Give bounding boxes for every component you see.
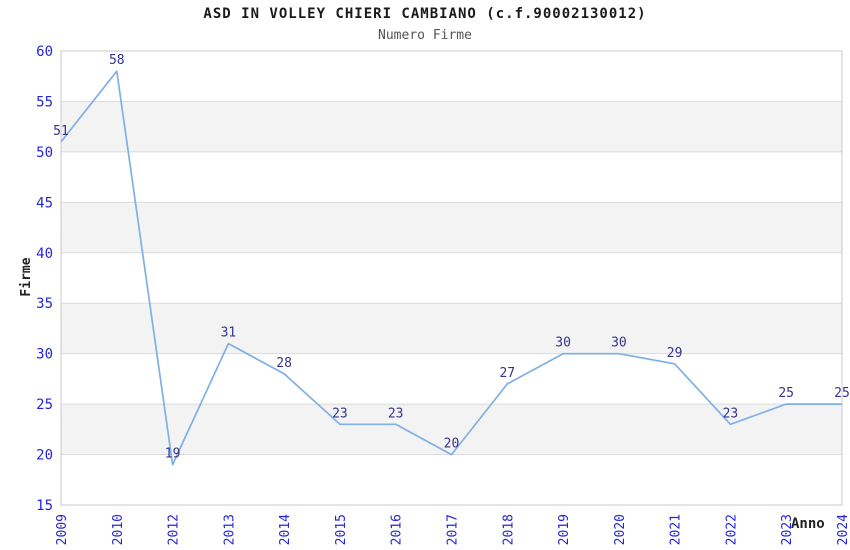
x-tick-label: 2024 [836, 514, 850, 545]
x-tick-label: 2019 [557, 514, 572, 545]
data-point-label: 25 [834, 386, 850, 401]
x-tick-label: 2016 [390, 514, 405, 545]
y-tick-label: 25 [36, 397, 53, 413]
y-tick-label: 30 [36, 347, 53, 363]
x-tick-label: 2012 [167, 514, 182, 545]
x-tick-label: 2013 [222, 514, 237, 545]
data-point-label: 30 [555, 336, 571, 351]
y-axis-title: Firme [19, 257, 34, 297]
data-point-label: 29 [667, 346, 683, 361]
y-tick-label: 45 [36, 195, 53, 211]
y-tick-label: 40 [36, 246, 53, 262]
y-tick-label: 55 [36, 94, 53, 110]
data-point-label: 27 [499, 366, 515, 381]
x-tick-label: 2018 [501, 514, 516, 545]
y-tick-label: 15 [36, 498, 53, 514]
data-point-label: 58 [109, 53, 125, 68]
x-tick-label: 2017 [446, 514, 461, 545]
data-point-label: 30 [611, 336, 627, 351]
plot-band [61, 404, 842, 455]
data-point-label: 31 [221, 326, 237, 341]
plot-border [60, 50, 843, 506]
data-point-label: 51 [53, 124, 69, 139]
data-point-label: 23 [388, 406, 404, 421]
data-point-label: 20 [444, 437, 460, 452]
x-tick-label: 2023 [780, 514, 795, 545]
data-point-label: 28 [276, 356, 292, 371]
y-tick-label: 60 [36, 44, 53, 60]
data-line [60, 70, 842, 466]
data-point-label: 23 [332, 406, 348, 421]
x-tick-label: 2020 [613, 514, 628, 545]
x-tick-label: 2009 [55, 514, 70, 545]
y-tick-label: 50 [36, 145, 53, 161]
x-tick-label: 2021 [669, 514, 684, 545]
plot-band [61, 101, 842, 152]
x-axis-title: Anno [791, 516, 825, 532]
chart-subtitle: Numero Firme [378, 28, 472, 43]
x-tick-label: 2015 [334, 514, 349, 545]
x-tick-label: 2014 [278, 514, 293, 545]
data-point-label: 19 [165, 447, 181, 462]
y-tick-label: 20 [36, 448, 53, 464]
y-tick-label: 35 [36, 296, 53, 312]
plot-band [61, 202, 842, 253]
data-point-label: 23 [723, 406, 739, 421]
x-tick-label: 2010 [111, 514, 126, 545]
x-tick-label: 2022 [724, 514, 739, 545]
plot-band [61, 303, 842, 354]
data-point-label: 25 [778, 386, 794, 401]
chart-title: ASD IN VOLLEY CHIERI CAMBIANO (c.f.90002… [203, 6, 647, 22]
